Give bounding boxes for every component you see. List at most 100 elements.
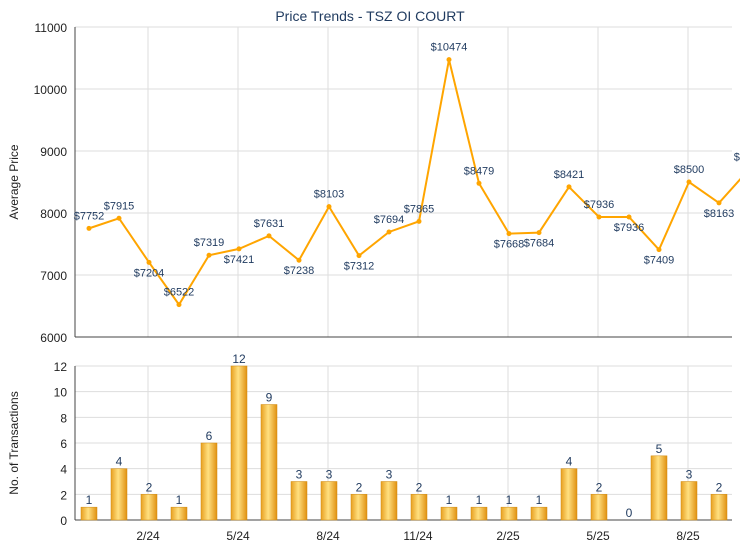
price-point	[116, 215, 122, 221]
bar-value-label: 3	[686, 468, 693, 482]
transactions-y-axis-label: No. of Transactions	[7, 391, 21, 494]
price-point	[416, 218, 422, 224]
transaction-bar	[230, 365, 248, 521]
price-data-label: $7409	[644, 255, 675, 267]
price-y-tick: 7000	[40, 269, 67, 283]
x-tick-label: 2/25	[496, 529, 520, 543]
x-tick-label: 2/24	[136, 529, 160, 543]
price-data-label: $7204	[134, 267, 165, 279]
price-data-label: $7752	[74, 210, 105, 222]
bar-value-label: 2	[356, 480, 363, 494]
bar-value-label: 9	[266, 391, 273, 405]
price-point	[716, 200, 722, 206]
price-data-label: $8500	[674, 164, 705, 176]
transaction-bar	[350, 494, 368, 521]
price-data-label: $7936	[614, 222, 645, 234]
price-point	[596, 214, 602, 220]
transactions-y-tick: 8	[60, 411, 67, 425]
transactions-y-tick: 12	[54, 360, 68, 374]
price-line	[88, 59, 740, 307]
transaction-bar	[440, 506, 458, 521]
price-point	[626, 214, 632, 220]
price-y-axis-label: Average Price	[7, 144, 21, 219]
transaction-bar	[170, 506, 188, 521]
transaction-bar	[380, 481, 398, 521]
price-data-label: $8479	[464, 165, 495, 177]
price-data-label: $7319	[194, 237, 225, 249]
price-point	[536, 230, 542, 236]
price-data-label: $8421	[554, 169, 585, 181]
x-tick-label: 5/24	[226, 529, 250, 543]
price-data-label: $8163	[704, 208, 735, 220]
transactions-y-tick: 2	[60, 488, 67, 502]
price-data-label: $8103	[314, 189, 345, 201]
price-data-label: $10474	[431, 42, 468, 54]
price-point	[566, 184, 572, 190]
x-tick-label: 8/25	[676, 529, 700, 543]
transaction-bar	[410, 494, 428, 521]
price-y-tick: 8000	[40, 207, 67, 221]
price-data-label: $7684	[524, 238, 555, 250]
transaction-bar	[470, 506, 488, 521]
price-y-tick: 10000	[34, 83, 68, 97]
price-point	[86, 225, 92, 231]
transaction-bar	[80, 506, 98, 521]
bar-value-label: 1	[476, 493, 483, 507]
transaction-bar	[680, 481, 698, 521]
bar-value-label: 6	[206, 429, 213, 443]
chart-title: Price Trends - TSZ OI COURT	[275, 8, 465, 24]
price-point	[656, 247, 662, 253]
price-data-label: $6522	[164, 287, 195, 299]
price-data-label: $7238	[284, 265, 315, 277]
price-point	[476, 180, 482, 186]
price-point	[236, 246, 242, 252]
x-tick-label: 8/24	[316, 529, 340, 543]
price-data-label: $7421	[224, 254, 255, 266]
transaction-bar	[500, 506, 518, 521]
price-data-label: $7668	[494, 239, 525, 251]
bar-value-label: 3	[326, 468, 333, 482]
price-point	[446, 57, 452, 63]
transaction-bar	[200, 442, 218, 521]
price-point	[506, 231, 512, 237]
transaction-bar	[590, 494, 608, 521]
price-point	[296, 257, 302, 263]
price-point	[146, 259, 152, 265]
bar-value-label: 4	[566, 455, 573, 469]
bar-value-label: 3	[386, 468, 393, 482]
transaction-bar	[110, 468, 128, 521]
bar-value-label: 2	[716, 480, 723, 494]
bar-value-label: 1	[446, 493, 453, 507]
price-data-label: $8701	[734, 152, 740, 164]
bar-value-label: 1	[506, 493, 513, 507]
price-y-tick: 9000	[40, 145, 67, 159]
transaction-bar	[530, 506, 548, 521]
price-point	[266, 233, 272, 239]
transaction-bar	[290, 481, 308, 521]
bar-value-label: 1	[86, 493, 93, 507]
price-data-label: $7865	[404, 203, 435, 215]
x-tick-label: 5/25	[586, 529, 610, 543]
price-data-label: $7631	[254, 218, 285, 230]
price-point	[326, 204, 332, 210]
transactions-y-tick: 0	[60, 514, 67, 528]
transaction-bar	[650, 455, 668, 521]
transactions-y-tick: 4	[60, 463, 67, 477]
transaction-bar	[140, 494, 158, 521]
bar-value-label: 2	[146, 480, 153, 494]
transaction-bar	[320, 481, 338, 521]
price-data-label: $7915	[104, 200, 135, 212]
price-point	[356, 253, 362, 259]
transactions-y-tick: 6	[60, 437, 67, 451]
bar-value-label: 1	[176, 493, 183, 507]
transactions-y-tick: 10	[54, 386, 68, 400]
bar-value-label: 12	[232, 352, 246, 366]
price-point	[176, 302, 182, 308]
bar-value-label: 2	[416, 480, 423, 494]
price-y-tick: 6000	[40, 331, 67, 345]
transaction-bar	[260, 404, 278, 521]
price-point	[206, 252, 212, 258]
bar-value-label: 5	[656, 442, 663, 456]
